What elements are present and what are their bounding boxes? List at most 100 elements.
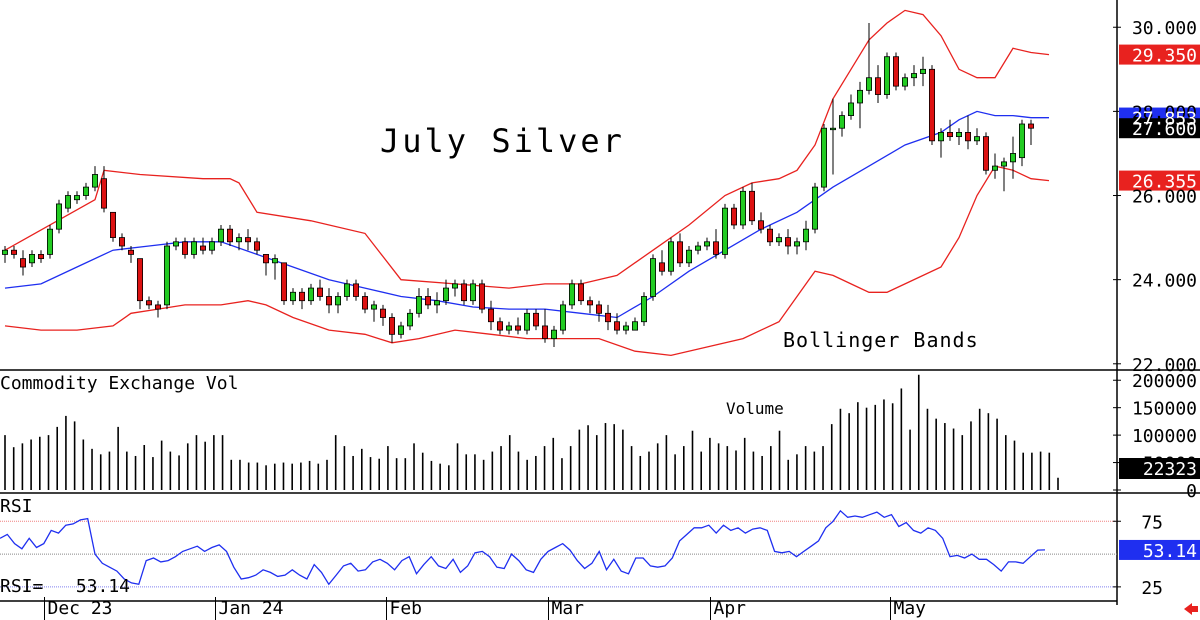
candle-body <box>406 312 413 327</box>
candle-body <box>469 283 476 302</box>
candle-body <box>524 312 531 331</box>
price-tick-label: 24.000 <box>1132 271 1197 292</box>
candle-body <box>119 237 126 247</box>
candle-body <box>749 190 756 222</box>
candle-40 <box>361 292 368 314</box>
rsi-tick-label: 75 <box>1141 512 1163 533</box>
candle-45 <box>406 309 413 331</box>
candle-105 <box>947 119 954 141</box>
volume-last-badge: 22323 <box>1143 459 1197 480</box>
price-badge-2 <box>1119 118 1200 139</box>
candle-body <box>181 241 188 255</box>
candle-body <box>154 304 161 310</box>
candle-3 <box>28 250 35 268</box>
month-label: May <box>894 598 927 619</box>
candle-81 <box>731 203 738 230</box>
candle-body <box>289 291 296 302</box>
candle-body <box>136 258 143 302</box>
candle-body <box>533 312 540 327</box>
middle-bollinger-band <box>4 110 1049 319</box>
price-badge-bg <box>1119 44 1200 65</box>
candle-body <box>974 136 981 142</box>
candle-body <box>587 300 594 306</box>
candle-body <box>911 73 918 79</box>
candle-body <box>947 132 954 138</box>
price-tick-label: 22.000 <box>1132 355 1197 376</box>
candle-43 <box>388 313 395 343</box>
candle-36 <box>325 288 332 314</box>
rsi-panel-title: RSI <box>0 496 33 517</box>
candle-body <box>262 254 269 264</box>
candle-body <box>785 237 792 247</box>
candle-33 <box>298 288 305 310</box>
candle-body <box>334 296 341 306</box>
candle-body <box>632 321 639 331</box>
candle-10 <box>92 166 99 192</box>
rsi-readout-value: 53.14 <box>76 576 130 597</box>
candle-body <box>47 228 54 255</box>
candle-34 <box>307 283 314 305</box>
candle-body <box>641 296 648 323</box>
rsi-tick-label: 25 <box>1141 578 1163 599</box>
candle-58 <box>524 309 531 335</box>
candle-body <box>298 291 305 302</box>
candle-body <box>370 304 377 310</box>
candle-body <box>776 237 783 243</box>
candle-body <box>56 203 63 230</box>
candle-body <box>848 102 855 116</box>
candle-body <box>956 132 963 138</box>
candle-111 <box>1001 157 1008 192</box>
candle-body <box>659 262 666 272</box>
candle-76 <box>686 246 693 268</box>
candle-body <box>875 77 882 95</box>
candle-66 <box>596 300 603 322</box>
price-badge-3 <box>1119 170 1200 191</box>
candle-body <box>893 56 900 87</box>
candle-body <box>442 287 449 302</box>
candle-24 <box>217 224 224 246</box>
lower-bollinger-band <box>4 165 1050 357</box>
candle-67 <box>605 304 612 331</box>
candle-83 <box>749 182 756 225</box>
candle-59 <box>533 309 540 331</box>
candle-41 <box>370 300 377 322</box>
candle-body <box>280 262 287 302</box>
volume-tick-label: 50000 <box>1143 454 1197 475</box>
candle-20 <box>181 237 188 259</box>
candle-body <box>722 207 729 255</box>
candle-1 <box>10 246 17 259</box>
candle-30 <box>271 254 278 280</box>
rsi-last-badge: 53.14 <box>1143 541 1197 562</box>
candle-89 <box>803 220 810 251</box>
candle-body <box>668 241 675 272</box>
candle-body <box>767 228 774 243</box>
candle-21 <box>190 237 197 259</box>
candle-body <box>433 300 440 306</box>
candle-100 <box>902 73 909 91</box>
candle-7 <box>65 191 72 213</box>
candle-body <box>812 186 819 230</box>
left-arrow-icon <box>1184 603 1198 615</box>
time-axis-labels <box>44 597 891 620</box>
volume-tick-label: 100000 <box>1132 426 1197 447</box>
candle-94 <box>848 94 855 120</box>
rsi-last-badge-bg <box>1119 539 1200 560</box>
candle-body <box>83 186 90 196</box>
candle-35 <box>316 279 323 301</box>
candle-body <box>217 228 224 243</box>
candle-51 <box>460 279 467 305</box>
price-panel <box>2 9 1200 365</box>
month-label: Apr <box>714 598 747 619</box>
candle-body <box>803 228 810 243</box>
candle-39 <box>352 279 359 301</box>
candle-body <box>19 258 26 268</box>
candle-63 <box>569 279 576 310</box>
candle-body <box>920 68 927 74</box>
bollinger-bands-label: Bollinger Bands <box>783 328 979 352</box>
candle-52 <box>469 279 476 305</box>
month-label: Dec 23 <box>48 598 113 619</box>
candle-body <box>857 89 864 104</box>
rsi-panel <box>0 509 1200 588</box>
price-badge-bg <box>1119 170 1200 191</box>
candle-64 <box>578 279 585 305</box>
